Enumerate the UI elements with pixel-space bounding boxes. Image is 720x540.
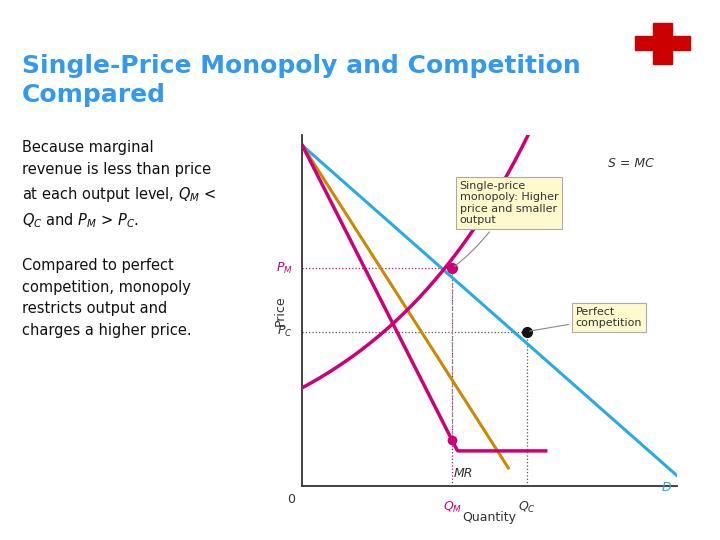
Text: MR: MR [454,467,473,480]
Bar [635,36,690,51]
Text: $P_M$: $P_M$ [276,261,293,276]
Text: S = MC: S = MC [608,157,654,170]
Text: $Q_M$: $Q_M$ [443,500,462,515]
Text: Price: Price [274,295,287,326]
Text: Single-Price Monopoly and Competition
Compared: Single-Price Monopoly and Competition Co… [22,54,580,107]
Text: Quantity: Quantity [462,511,516,524]
Text: $Q_C$: $Q_C$ [518,500,536,515]
Bar [652,23,672,64]
Text: Perfect
competition: Perfect competition [530,307,642,331]
Text: 0: 0 [287,493,295,506]
Text: Because marginal
revenue is less than price
at each output level, $Q_M$ <
$Q_C$ : Because marginal revenue is less than pr… [22,140,216,338]
Text: D: D [662,481,671,494]
Text: Single-price
monopoly: Higher
price and smaller
output: Single-price monopoly: Higher price and … [454,180,558,267]
Text: $P_C$: $P_C$ [277,324,293,339]
